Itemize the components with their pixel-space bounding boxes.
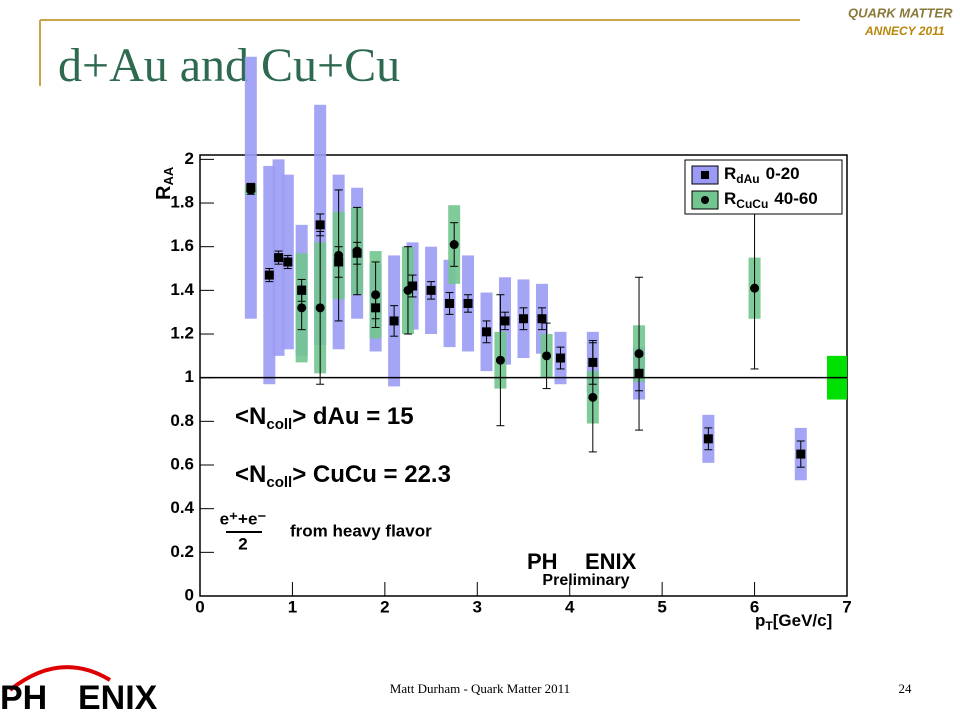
legend-marker [701, 171, 709, 179]
legend-label: RCuCu 40-60 [724, 189, 818, 211]
x-axis-label: pT[GeV/c] [755, 611, 832, 633]
point [703, 434, 713, 444]
phenix-logo: ENIX [585, 549, 637, 574]
annotation-main: <N [235, 403, 266, 430]
point [588, 392, 598, 402]
point [246, 185, 256, 195]
point [537, 314, 547, 324]
point [542, 351, 552, 361]
point [297, 303, 307, 313]
legend-rest: 0-20 [766, 164, 800, 183]
page-number: 24 [899, 681, 913, 696]
preliminary-label: Preliminary [542, 572, 629, 589]
x-label-rest: [GeV/c] [773, 611, 833, 630]
point [389, 316, 399, 326]
legend-marker [701, 196, 709, 204]
point [495, 355, 505, 365]
point [264, 270, 274, 280]
annotation-sub: coll [266, 416, 292, 433]
point [315, 303, 325, 313]
annotation-sub: coll [266, 474, 292, 491]
point [555, 353, 565, 363]
logo-text: PH [0, 679, 47, 717]
y-tick-label: 2 [185, 149, 194, 168]
point [403, 285, 413, 295]
y-tick-label: 0.8 [170, 411, 194, 430]
y-label-sub: AA [161, 166, 176, 185]
x-tick-label: 0 [195, 597, 204, 616]
annotation-main: <N [235, 461, 266, 488]
fraction-numerator: e⁺+e⁻ [220, 509, 267, 528]
annotation: <Ncoll> dAu = 15 [235, 403, 414, 433]
point [463, 298, 473, 308]
y-tick-label: 0 [185, 585, 194, 604]
point [796, 449, 806, 459]
point [449, 240, 459, 250]
footer: Matt Durham - Quark Matter 2011 [390, 681, 570, 696]
y-tick-label: 1.2 [170, 324, 194, 343]
logo-swoosh [8, 665, 112, 692]
phenix-logo: PH [527, 549, 558, 574]
x-tick-label: 1 [288, 597, 297, 616]
x-tick-label: 7 [842, 597, 851, 616]
point [408, 281, 418, 291]
logo-text: ANNECY 2011 [864, 24, 945, 38]
fraction-denominator: 2 [238, 534, 247, 553]
x-label-sub: T [765, 619, 773, 633]
point [315, 220, 325, 230]
x-tick-label: 3 [473, 597, 482, 616]
y-axis-label: RAA [153, 166, 176, 200]
logo-text: QUARK MATTER [848, 5, 953, 20]
slide-title: d+Au and Cu+Cu [58, 39, 400, 92]
y-label-main: R [153, 185, 175, 200]
point [482, 327, 492, 337]
point [750, 283, 760, 293]
point [371, 290, 381, 300]
point [274, 253, 284, 263]
logo-text: ENIX [78, 679, 158, 717]
point [426, 285, 436, 295]
x-tick-label: 5 [657, 597, 666, 616]
point [283, 257, 293, 267]
y-tick-label: 0.6 [170, 454, 194, 473]
y-tick-label: 1.8 [170, 193, 194, 212]
annotation-rest: > CuCu = 22.3 [292, 461, 451, 488]
legend-sub: CuCu [736, 197, 768, 211]
x-tick-label: 6 [750, 597, 759, 616]
legend-main: R [724, 164, 736, 183]
y-tick-label: 1.6 [170, 236, 194, 255]
fraction-text: from heavy flavor [290, 521, 432, 540]
legend-sub: dAu [736, 172, 759, 186]
legend-label: RdAu 0-20 [724, 164, 800, 186]
x-tick-label: 2 [380, 597, 389, 616]
y-tick-label: 0.4 [170, 498, 194, 517]
legend-main: R [724, 189, 736, 208]
point [634, 349, 644, 359]
annotation: <Ncoll> CuCu = 22.3 [235, 461, 451, 491]
y-tick-label: 1.4 [170, 280, 194, 299]
annotation-rest: > dAu = 15 [292, 403, 413, 430]
point [519, 314, 528, 324]
legend-rest: 40-60 [774, 189, 817, 208]
x-tick-label: 4 [565, 597, 575, 616]
point [352, 246, 362, 256]
point [500, 316, 510, 326]
y-tick-label: 0.2 [170, 542, 194, 561]
point [445, 298, 455, 308]
x-label-main: p [755, 611, 765, 630]
point [334, 250, 344, 260]
y-tick-label: 1 [185, 367, 194, 386]
